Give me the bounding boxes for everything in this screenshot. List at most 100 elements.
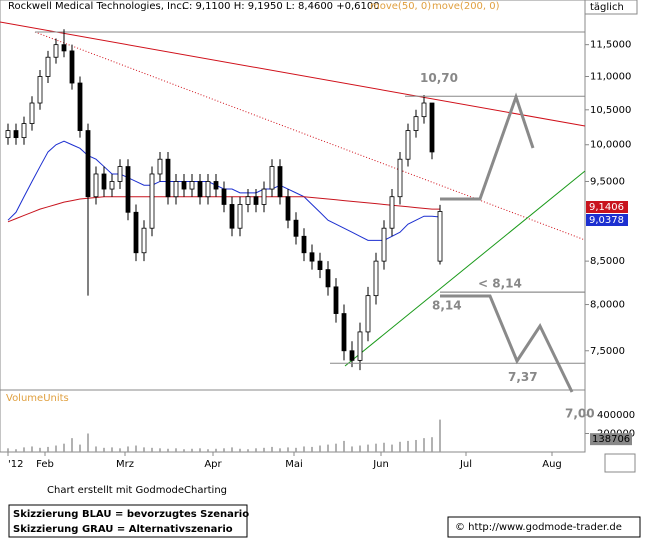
volume-bar — [295, 447, 297, 452]
candle-body — [69, 50, 75, 84]
x-tick-label: Jun — [372, 459, 389, 470]
candle-body — [21, 123, 27, 139]
candle-body — [389, 196, 395, 229]
y-tick-label: 9,5000 — [590, 176, 625, 187]
candle-body — [29, 102, 35, 124]
candle-body — [133, 211, 139, 254]
candle-body — [237, 204, 243, 229]
level-label: 10,70 — [420, 71, 458, 85]
url: © http://www.godmode-trader.de — [455, 522, 622, 533]
volume-bar — [343, 440, 345, 452]
candle-body — [261, 188, 267, 205]
volume-bar — [7, 448, 9, 452]
candle-body — [373, 260, 379, 297]
volume-bar — [111, 447, 113, 452]
volume-title: VolumeUnits — [6, 393, 69, 404]
scenario-sketch — [440, 92, 535, 201]
candle-body — [141, 227, 147, 254]
volume-bar — [239, 448, 241, 452]
volume-bar — [71, 438, 73, 452]
volume-bar — [23, 447, 25, 452]
candle-body — [245, 196, 251, 205]
volume-bar — [183, 449, 185, 452]
period-box — [584, 0, 638, 15]
x-tick-label: Mai — [285, 459, 303, 470]
volume-bar — [391, 444, 393, 452]
volume-bar — [151, 447, 153, 452]
candle-body — [205, 181, 211, 198]
candle-body — [37, 76, 43, 104]
volume-bar — [103, 447, 105, 452]
y-tick-label: 10,0000 — [590, 140, 631, 151]
candle-body — [309, 252, 315, 262]
candle-body — [53, 44, 59, 58]
candle-body — [181, 181, 187, 190]
volume-bar — [207, 449, 209, 452]
level-label: 7,00 — [565, 407, 595, 421]
volume-bar — [359, 445, 361, 452]
volume-bar — [231, 447, 233, 452]
x-tick-label: Apr — [204, 459, 222, 470]
candle-body — [77, 82, 83, 131]
x-tick-label: '12 — [8, 459, 23, 470]
last-value: 9,1406 — [589, 202, 624, 213]
candle-body — [301, 235, 307, 254]
level-label: 7,37 — [508, 370, 538, 384]
volume-bar — [367, 444, 369, 452]
legend-box — [8, 504, 248, 538]
volume-bar — [159, 448, 161, 452]
candle-body — [5, 130, 11, 139]
candle-body — [381, 227, 387, 262]
x-tick-label: Feb — [36, 459, 54, 470]
last-value-box — [590, 433, 632, 446]
candle-body — [333, 286, 339, 314]
volume-bar — [167, 448, 169, 452]
volume-bar — [431, 437, 433, 452]
tool-button[interactable] — [604, 453, 636, 473]
trend-line — [34, 31, 586, 241]
volume-bar — [279, 448, 281, 452]
title: Rockwell Medical Technologies, Inc. — [8, 1, 185, 12]
last-value-box — [586, 201, 628, 213]
volume-bar — [39, 447, 41, 452]
x-tick-label: Aug — [542, 459, 562, 470]
scenario-sketch — [440, 294, 574, 393]
level-label: 8,14 — [432, 299, 462, 313]
y-tick-label: 7,5000 — [590, 346, 625, 357]
candle-body — [189, 181, 195, 190]
candle-body — [149, 173, 155, 229]
legend-entry: move(50, 0) — [370, 1, 431, 12]
candle-body — [197, 181, 203, 198]
volume-bar — [127, 446, 129, 452]
candle-body — [13, 130, 19, 139]
candle-body — [269, 166, 275, 190]
volume-bar — [271, 446, 273, 452]
y-tick-label: 400000 — [597, 410, 635, 421]
candle-body — [173, 181, 179, 198]
volume-bar — [63, 443, 65, 452]
candle-body — [349, 350, 355, 361]
candle-body — [429, 102, 435, 153]
volume-bar — [263, 447, 265, 452]
candle-body — [357, 331, 363, 361]
volume-bar — [255, 448, 257, 452]
quote: C: 9,1100 H: 9,1950 L: 8,4600 +0,6100 — [182, 1, 380, 12]
candle-body — [229, 204, 235, 229]
volume-bar — [79, 444, 81, 452]
volume-bar — [351, 446, 353, 452]
y-tick-label: 11,0000 — [590, 71, 631, 82]
candle-body — [165, 158, 171, 198]
volume-bar — [47, 446, 49, 452]
trend-line — [0, 21, 586, 127]
volume-bar — [423, 438, 425, 452]
volume-bar — [335, 443, 337, 452]
candle-body — [85, 130, 91, 198]
volume-bar — [55, 445, 57, 452]
volume-bar — [191, 448, 193, 452]
level-label: < 8,14 — [478, 277, 522, 291]
candle-body — [117, 166, 123, 182]
candle-body — [293, 219, 299, 237]
candle-body — [93, 173, 99, 198]
last-value: 9,0378 — [589, 215, 624, 226]
